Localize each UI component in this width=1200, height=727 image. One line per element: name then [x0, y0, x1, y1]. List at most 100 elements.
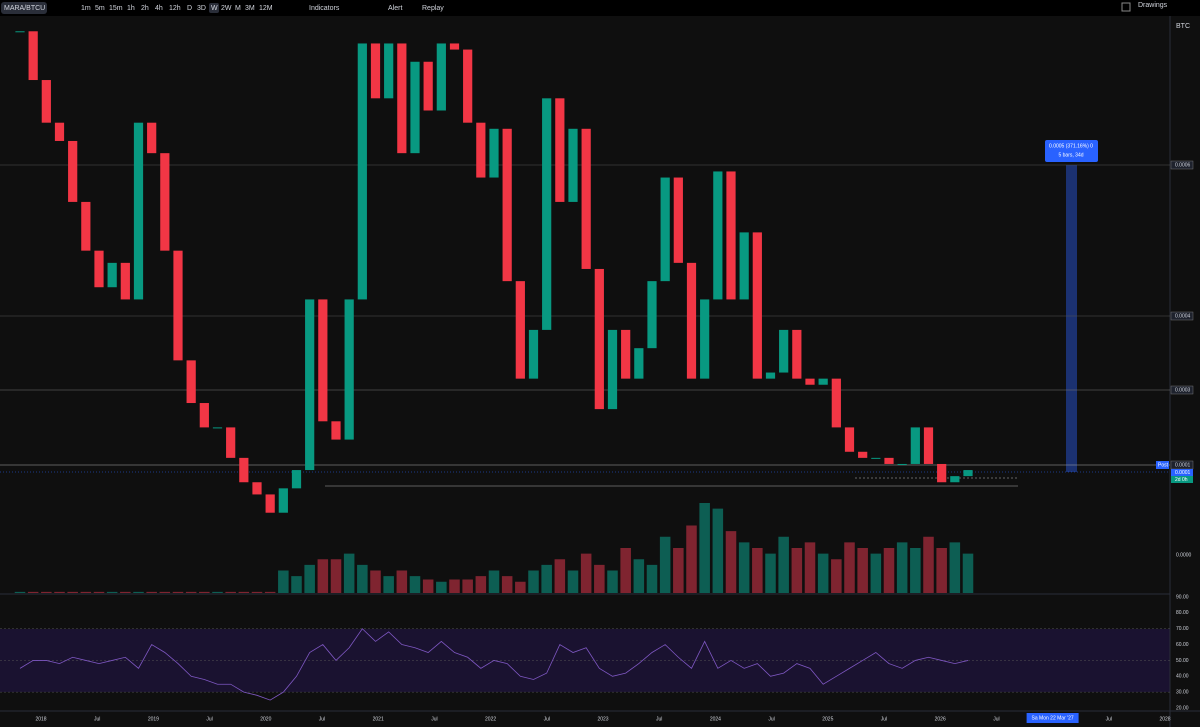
symbol-box[interactable]	[1, 2, 47, 14]
countdown: 2d 0h	[1175, 477, 1188, 483]
replay-button[interactable]: Replay	[422, 5, 444, 12]
volume-bar	[962, 553, 974, 593]
volume-bar	[159, 591, 171, 593]
rsi-tick-label: 40.00	[1176, 674, 1189, 680]
alert-button[interactable]: Alert	[388, 5, 402, 12]
candle	[291, 470, 302, 489]
candle	[555, 98, 565, 202]
candle	[54, 122, 65, 141]
volume-bar	[896, 542, 908, 593]
interval-button[interactable]: 3D	[197, 5, 206, 12]
volume-bar	[725, 531, 737, 593]
volume-bar	[80, 591, 92, 593]
time-label: Jul	[768, 716, 774, 722]
interval-button[interactable]: 12M	[259, 5, 273, 12]
candle	[252, 482, 262, 495]
volume-bar	[791, 548, 803, 593]
interval-button[interactable]: 12h	[169, 5, 181, 12]
candle	[594, 268, 604, 410]
interval-button[interactable]: 3M	[245, 5, 255, 12]
time-label: Jul	[544, 716, 550, 722]
candle	[660, 177, 670, 282]
interval-button[interactable]: D	[187, 5, 192, 12]
volume-bar	[870, 553, 882, 593]
volume-bar	[515, 581, 526, 593]
volume-bar	[831, 559, 842, 593]
volume-bar	[699, 503, 710, 593]
measure-range	[1066, 165, 1077, 472]
interval-button[interactable]: 15m	[109, 5, 123, 12]
time-label: 2025	[822, 716, 833, 722]
checkbox[interactable]	[1121, 2, 1131, 12]
time-label: Jul	[94, 716, 100, 722]
volume-bar	[883, 548, 895, 593]
volume-bar	[673, 548, 684, 593]
price-label: 0.0006	[1175, 162, 1191, 168]
candle	[331, 421, 341, 440]
candle	[147, 122, 157, 154]
time-label: 2018	[35, 716, 46, 722]
volume-bar	[383, 576, 394, 593]
candle	[199, 403, 209, 428]
volume-bar	[396, 570, 408, 593]
volume-bar	[910, 548, 921, 593]
time-label: 2028	[1159, 716, 1170, 722]
candle	[858, 451, 868, 458]
rsi-line	[19, 628, 969, 701]
time-label: Jul	[993, 716, 999, 722]
candle	[81, 201, 91, 251]
time-label: 2020	[260, 716, 271, 722]
volume-bar	[14, 591, 26, 593]
candle	[792, 329, 802, 379]
time-label: 2026	[935, 716, 946, 722]
volume-bar	[817, 553, 829, 593]
indicators-button[interactable]: Indicators	[309, 5, 340, 12]
candle	[265, 494, 275, 513]
interval-button[interactable]: 2h	[141, 5, 149, 12]
interval-button[interactable]: 4h	[155, 5, 163, 12]
volume-bar	[93, 591, 105, 593]
interval-button[interactable]: M	[235, 5, 241, 12]
volume-bar	[291, 576, 302, 593]
rsi-tick-label: 80.00	[1176, 610, 1189, 616]
volume-bar	[212, 591, 223, 593]
candle	[68, 140, 78, 202]
candle	[726, 171, 736, 300]
candle	[884, 457, 894, 464]
interval-button[interactable]: W	[211, 5, 218, 12]
volume-bar	[659, 536, 671, 593]
volume-bar	[712, 508, 724, 593]
interval-button[interactable]: 1m	[81, 5, 91, 12]
candle	[410, 61, 420, 154]
volume-bar	[330, 559, 342, 593]
symbol[interactable]: MARA/BTCU	[4, 5, 45, 12]
candle	[160, 153, 170, 251]
volume-bar	[528, 570, 539, 593]
volume-bar	[251, 591, 263, 593]
candle	[489, 128, 499, 178]
volume-bar	[923, 536, 934, 593]
candle	[423, 61, 433, 111]
interval-button[interactable]: 2W	[221, 5, 232, 12]
candle	[713, 171, 723, 300]
candle	[370, 43, 381, 99]
candle	[963, 470, 973, 477]
drawings-button[interactable]: Drawings	[1138, 2, 1168, 9]
volume-bar	[501, 576, 513, 593]
volume-bar	[370, 570, 381, 593]
volume-bar	[633, 559, 645, 593]
candle	[212, 427, 223, 429]
candle	[226, 427, 236, 458]
volume-bar	[541, 564, 552, 593]
rsi-tick-label: 20.00	[1176, 705, 1189, 711]
candle	[937, 463, 947, 483]
crosshair-date: Sa Mon 22 Mar '27	[1032, 715, 1074, 721]
price-label: 0.0001	[1175, 462, 1191, 468]
interval-button[interactable]: 5m	[95, 5, 105, 12]
volume-bar	[949, 542, 961, 593]
volume-bar	[844, 542, 855, 593]
volume-bar	[778, 536, 789, 593]
candle	[765, 372, 776, 379]
interval-button[interactable]: 1h	[127, 5, 135, 12]
